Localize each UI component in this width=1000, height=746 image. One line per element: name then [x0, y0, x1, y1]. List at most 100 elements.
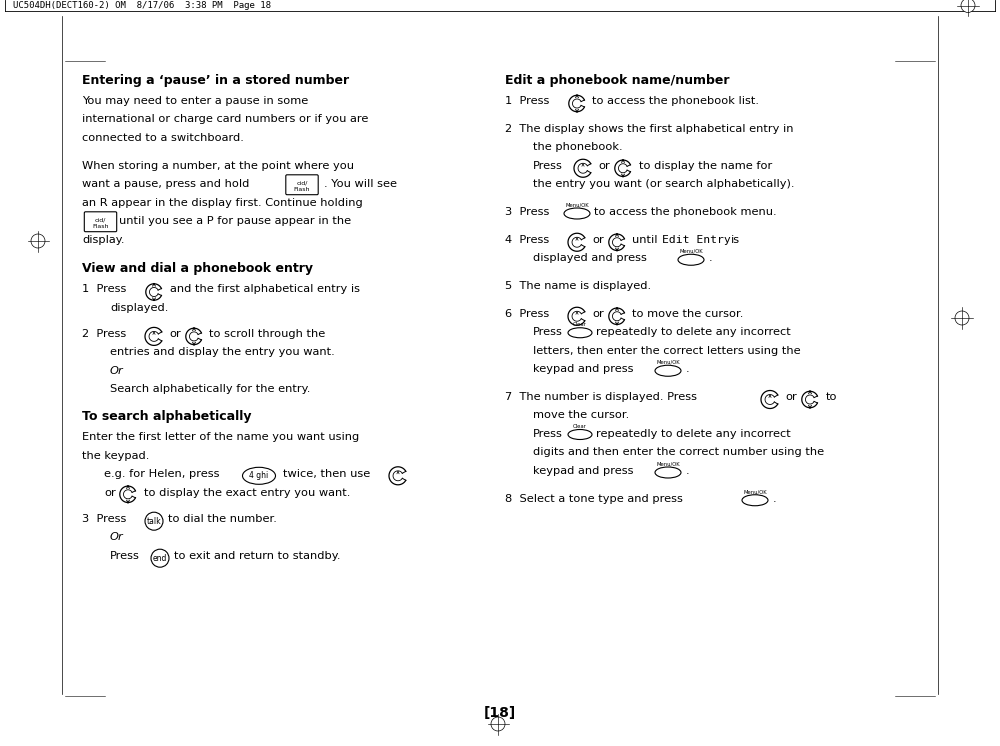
Text: . You will see: . You will see	[324, 179, 397, 189]
Text: Clear: Clear	[573, 322, 587, 327]
Text: to: to	[825, 392, 837, 402]
Text: or: or	[592, 235, 604, 245]
Text: or: or	[592, 309, 604, 319]
Text: Press: Press	[533, 429, 563, 439]
Text: [18]: [18]	[484, 706, 516, 720]
Text: Press: Press	[110, 551, 140, 561]
Text: Flash: Flash	[294, 186, 310, 192]
Ellipse shape	[568, 430, 592, 439]
Text: displayed.: displayed.	[110, 303, 168, 313]
Text: keypad and press: keypad and press	[533, 466, 634, 476]
Text: twice, then use: twice, then use	[283, 469, 370, 479]
Text: Or: Or	[110, 366, 124, 376]
Text: 6  Press: 6 Press	[505, 309, 549, 319]
Ellipse shape	[568, 327, 592, 338]
Text: keypad and press: keypad and press	[533, 364, 634, 374]
Text: is: is	[730, 235, 740, 245]
Text: .: .	[686, 364, 689, 374]
Text: When storing a number, at the point where you: When storing a number, at the point wher…	[82, 160, 354, 171]
Text: Entering a ‘pause’ in a stored number: Entering a ‘pause’ in a stored number	[82, 74, 349, 87]
Text: 1  Press: 1 Press	[505, 96, 549, 106]
Text: 2  Press: 2 Press	[82, 329, 126, 339]
Text: end: end	[153, 554, 167, 562]
Text: Search alphabetically for the entry.: Search alphabetically for the entry.	[110, 384, 310, 395]
Text: the phonebook.: the phonebook.	[533, 142, 623, 152]
Text: to move the cursor.: to move the cursor.	[633, 309, 744, 319]
Ellipse shape	[655, 467, 681, 478]
Text: 3  Press: 3 Press	[505, 207, 549, 217]
Text: to dial the number.: to dial the number.	[168, 514, 276, 524]
Text: letters, then enter the correct letters using the: letters, then enter the correct letters …	[533, 345, 801, 356]
Text: to access the phonebook menu.: to access the phonebook menu.	[594, 207, 777, 217]
Text: display.: display.	[82, 235, 124, 245]
Ellipse shape	[742, 495, 768, 506]
Text: until you see a P for pause appear in the: until you see a P for pause appear in th…	[119, 216, 351, 226]
Text: or: or	[170, 329, 181, 339]
Text: Menu/OK: Menu/OK	[743, 489, 767, 495]
Text: You may need to enter a pause in some: You may need to enter a pause in some	[82, 96, 308, 106]
Text: the entry you want (or search alphabetically).: the entry you want (or search alphabetic…	[533, 179, 794, 189]
Text: to scroll through the: to scroll through the	[209, 329, 326, 339]
Ellipse shape	[655, 366, 681, 376]
Text: international or charge card numbers or if you are: international or charge card numbers or …	[82, 114, 368, 125]
Text: Flash: Flash	[92, 224, 109, 228]
FancyBboxPatch shape	[286, 175, 318, 195]
Text: 4  Press: 4 Press	[505, 235, 549, 245]
FancyBboxPatch shape	[84, 212, 117, 232]
Text: want a pause, press and hold: want a pause, press and hold	[82, 179, 249, 189]
Text: Menu/OK: Menu/OK	[656, 360, 680, 365]
Text: or: or	[786, 392, 797, 402]
Text: to access the phonebook list.: to access the phonebook list.	[592, 96, 760, 106]
Text: Press: Press	[533, 160, 563, 171]
Text: Edit a phonebook name/number: Edit a phonebook name/number	[505, 74, 730, 87]
Text: Enter the first letter of the name you want using: Enter the first letter of the name you w…	[82, 432, 359, 442]
Text: until: until	[633, 235, 662, 245]
Text: e.g. for Helen, press: e.g. for Helen, press	[104, 469, 220, 479]
Text: talk: talk	[147, 517, 161, 526]
Text: or: or	[598, 160, 610, 171]
Text: 2  The display shows the first alphabetical entry in: 2 The display shows the first alphabetic…	[505, 124, 794, 134]
Circle shape	[955, 311, 969, 325]
Text: move the cursor.: move the cursor.	[533, 410, 629, 421]
Text: 1  Press: 1 Press	[82, 284, 126, 295]
Text: or: or	[104, 488, 116, 498]
Text: Clear: Clear	[573, 424, 587, 429]
Text: Menu/OK: Menu/OK	[656, 462, 680, 466]
Text: to display the name for: to display the name for	[639, 160, 772, 171]
Text: cid/: cid/	[296, 180, 308, 185]
Text: 8  Select a tone type and press: 8 Select a tone type and press	[505, 494, 683, 504]
Text: .: .	[772, 494, 776, 504]
Circle shape	[151, 549, 169, 567]
Text: Edit Entry: Edit Entry	[662, 235, 731, 245]
Text: repeatedly to delete any incorrect: repeatedly to delete any incorrect	[596, 327, 791, 337]
Text: cid/: cid/	[95, 217, 106, 222]
Ellipse shape	[242, 467, 276, 484]
Text: 5  The name is displayed.: 5 The name is displayed.	[505, 281, 651, 291]
Text: 4 ghi: 4 ghi	[249, 471, 269, 480]
Text: digits and then enter the correct number using the: digits and then enter the correct number…	[533, 448, 824, 457]
Text: 7  The number is displayed. Press: 7 The number is displayed. Press	[505, 392, 697, 402]
Text: to exit and return to standby.: to exit and return to standby.	[174, 551, 340, 561]
Text: entries and display the entry you want.: entries and display the entry you want.	[110, 348, 335, 357]
Text: 3  Press: 3 Press	[82, 514, 126, 524]
Text: connected to a switchboard.: connected to a switchboard.	[82, 133, 244, 143]
Text: Menu/OK: Menu/OK	[565, 202, 589, 207]
Text: UC504DH(DECT160-2) OM  8/17/06  3:38 PM  Page 18: UC504DH(DECT160-2) OM 8/17/06 3:38 PM Pa…	[13, 1, 271, 10]
Text: View and dial a phonebook entry: View and dial a phonebook entry	[82, 263, 313, 275]
Text: Press: Press	[533, 327, 563, 337]
Ellipse shape	[564, 208, 590, 219]
Text: an R appear in the display first. Continue holding: an R appear in the display first. Contin…	[82, 198, 363, 207]
Circle shape	[31, 234, 45, 248]
Text: .: .	[708, 253, 712, 263]
Circle shape	[961, 0, 975, 13]
Circle shape	[491, 717, 505, 731]
Text: the keypad.: the keypad.	[82, 451, 149, 461]
Ellipse shape	[678, 254, 704, 266]
Text: to display the exact entry you want.: to display the exact entry you want.	[144, 488, 350, 498]
Text: and the first alphabetical entry is: and the first alphabetical entry is	[170, 284, 360, 295]
Text: displayed and press: displayed and press	[533, 253, 647, 263]
Text: .: .	[686, 466, 689, 476]
Text: Or: Or	[110, 532, 124, 542]
Text: To search alphabetically: To search alphabetically	[82, 410, 252, 423]
Text: Menu/OK: Menu/OK	[679, 248, 703, 254]
